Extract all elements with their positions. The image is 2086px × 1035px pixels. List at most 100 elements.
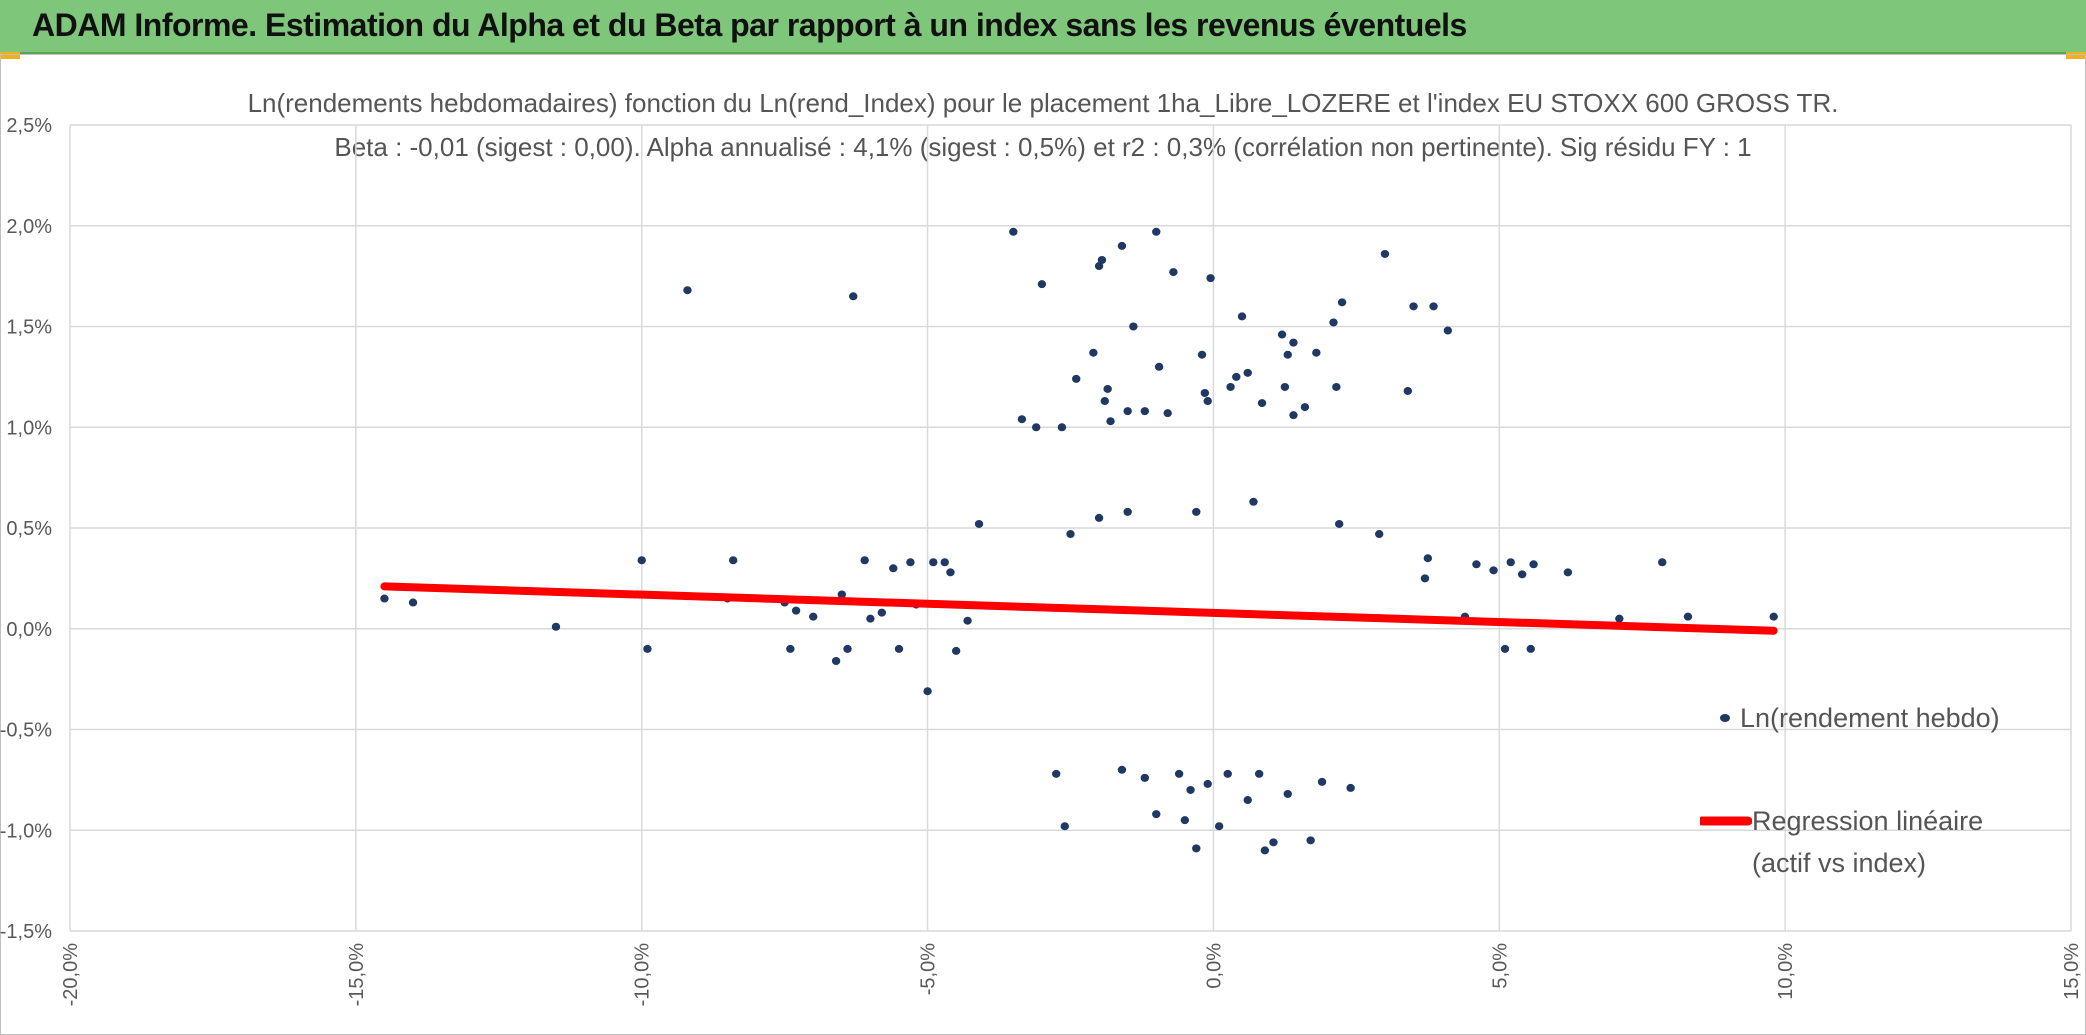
data-point: [1257, 399, 1267, 408]
page-title: ADAM Informe. Estimation du Alpha et du …: [32, 7, 1467, 43]
data-point: [946, 568, 955, 577]
data-point: [1169, 268, 1178, 277]
x-tick-label: -10,0%: [632, 943, 654, 1007]
data-point: [791, 606, 801, 615]
data-point: [1529, 560, 1538, 569]
data-point: [1152, 227, 1161, 236]
x-tick-label: -15,0%: [346, 943, 368, 1007]
data-point: [963, 616, 972, 625]
x-tick-label: 5,0%: [1489, 943, 1511, 989]
data-point: [1140, 407, 1150, 416]
data-point: [1429, 302, 1438, 311]
data-point: [1117, 765, 1127, 774]
x-tick-label: -20,0%: [60, 943, 82, 1007]
data-point: [1312, 348, 1321, 357]
corner-marker-left: [0, 52, 20, 59]
data-point: [1154, 362, 1164, 371]
y-tick-label: 2,0%: [6, 216, 52, 238]
y-tick-label: 0,0%: [6, 619, 52, 641]
data-point: [1197, 350, 1207, 359]
data-point: [1403, 386, 1413, 395]
data-point: [1060, 822, 1069, 831]
data-point: [923, 687, 932, 696]
data-point: [1420, 574, 1430, 583]
data-point: [860, 556, 869, 565]
data-point: [974, 519, 984, 528]
data-point: [1506, 558, 1515, 567]
data-point: [1260, 846, 1270, 855]
data-point: [408, 598, 418, 607]
data-point: [1106, 417, 1115, 426]
data-point: [929, 558, 938, 567]
scatter-points: [380, 227, 1778, 855]
data-point: [1140, 773, 1150, 782]
data-point: [1375, 530, 1384, 539]
regression-layer: [380, 582, 1778, 635]
data-point: [1123, 407, 1132, 416]
scatter-chart: -1,5%-1,0%-0,5%0,0%0,5%1,0%1,5%2,0%2,5% …: [0, 115, 2083, 1007]
data-point: [1163, 409, 1172, 418]
data-point: [1335, 519, 1344, 528]
data-point: [1214, 822, 1224, 831]
data-point: [1097, 256, 1107, 265]
data-point: [1066, 530, 1075, 539]
data-point: [1337, 298, 1347, 307]
y-tick-label: 2,5%: [6, 115, 52, 137]
data-point: [1283, 789, 1292, 798]
data-point: [1380, 249, 1390, 258]
y-tick-label: -1,0%: [0, 820, 52, 842]
data-point: [1300, 403, 1310, 412]
data-point: [786, 644, 795, 653]
data-point: [877, 608, 887, 617]
data-point: [1237, 312, 1247, 321]
data-point: [866, 614, 875, 623]
x-tick-label: -5,0%: [918, 943, 940, 995]
data-point: [1094, 262, 1104, 271]
data-point: [1089, 348, 1098, 357]
header-bar: ADAM Informe. Estimation du Alpha et du …: [0, 0, 2086, 54]
data-point: [1072, 374, 1081, 383]
data-point: [1017, 415, 1027, 424]
data-point: [1123, 507, 1132, 516]
y-tick-label: 0,5%: [6, 518, 52, 540]
data-point: [1052, 769, 1061, 778]
data-point: [1346, 783, 1355, 792]
data-point: [1280, 382, 1290, 391]
data-point: [1489, 566, 1498, 575]
data-point: [831, 656, 841, 665]
data-point: [551, 622, 561, 631]
data-point: [1563, 568, 1573, 577]
x-tick-label: 0,0%: [1203, 943, 1225, 989]
data-point: [637, 556, 646, 565]
legend-scatter-label: Ln(rendement hebdo): [1740, 703, 2000, 733]
data-point: [1254, 769, 1264, 778]
chart-subtitle: Beta : -0,01 (sigest : 0,00). Alpha annu…: [334, 132, 1752, 162]
data-point: [1243, 368, 1252, 377]
data-point: [1094, 513, 1104, 522]
y-tick-label: 1,5%: [6, 317, 52, 339]
data-point: [1289, 338, 1298, 347]
data-point: [1117, 241, 1127, 250]
y-tick-labels: -1,5% -1,0% -0,5% 0,0% 0,5% 1,0% 1,5% 2,0% 2,5%: [0, 115, 52, 943]
data-point: [894, 644, 904, 653]
data-point: [1100, 397, 1110, 406]
data-point: [1103, 384, 1112, 393]
data-point: [1526, 644, 1535, 653]
data-point: [1289, 411, 1298, 420]
data-point: [837, 590, 847, 599]
data-point: [1472, 560, 1481, 569]
data-point: [1203, 397, 1212, 406]
data-point: [1186, 785, 1195, 794]
data-point: [1277, 330, 1287, 339]
data-point: [1192, 844, 1201, 853]
data-point: [1243, 796, 1252, 805]
data-point: [1174, 769, 1184, 778]
data-point: [843, 644, 852, 653]
data-point: [1443, 326, 1453, 335]
legend-regression-label-2: (actif vs index): [1752, 848, 1927, 878]
data-point: [1332, 382, 1341, 391]
chart-title: Ln(rendements hebdomadaires) fonction du…: [247, 88, 1839, 118]
y-tick-label: -0,5%: [0, 720, 52, 742]
data-point: [1203, 779, 1212, 788]
data-point: [1232, 372, 1241, 381]
